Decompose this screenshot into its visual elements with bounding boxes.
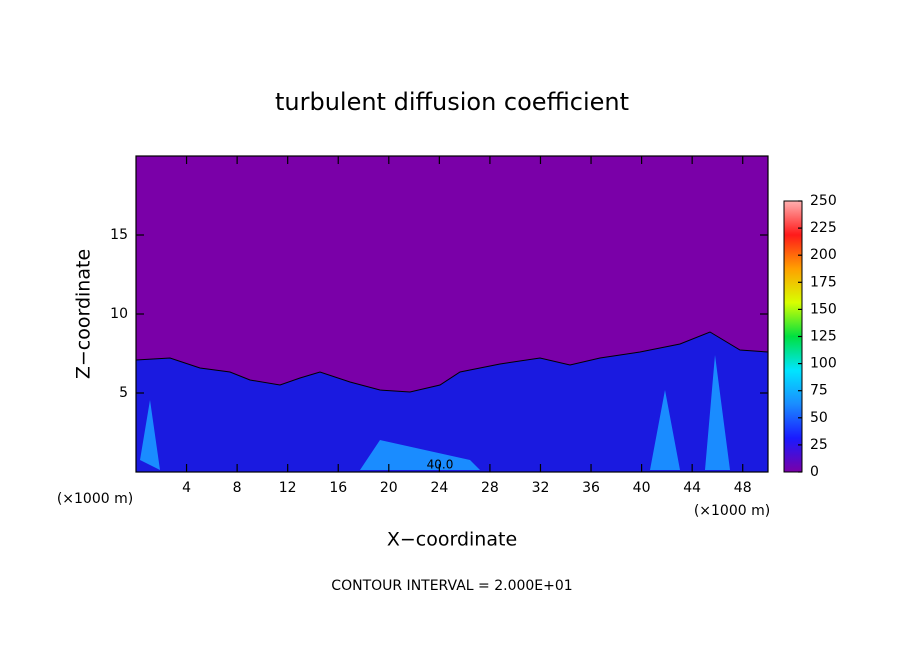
colorbar-tick-label: 175 (810, 274, 837, 290)
x-tick-label: 4 (182, 480, 191, 496)
plot-area: 40.0 (135, 155, 769, 473)
y-tick-label: 15 (110, 227, 128, 243)
y-tick-label: 5 (119, 385, 128, 401)
x-unit-left: (×1000 m) (57, 491, 133, 507)
x-tick-label: 32 (532, 480, 550, 496)
x-tick-label: 20 (380, 480, 398, 496)
x-tick-label: 8 (233, 480, 242, 496)
colorbar-tick-label: 125 (810, 329, 837, 345)
footnote: CONTOUR INTERVAL = 2.000E+01 (331, 578, 572, 594)
colorbar-tick-label: 0 (810, 464, 819, 480)
x-tick-label: 16 (329, 480, 347, 496)
colorbar-tick-label: 225 (810, 220, 837, 236)
colorbar-tick-label: 75 (810, 383, 828, 399)
x-tick-label: 36 (582, 480, 600, 496)
colorbar-tick-label: 200 (810, 247, 837, 263)
colorbar-tick-label: 50 (810, 410, 828, 426)
x-tick-label: 28 (481, 480, 499, 496)
colorbar-tick-label: 250 (810, 193, 837, 209)
field-region (140, 355, 730, 470)
x-unit-right: (×1000 m) (694, 503, 770, 519)
x-tick-label: 24 (430, 480, 448, 496)
y-tick-label: 10 (110, 306, 128, 322)
colorbar-tick-label: 150 (810, 301, 837, 317)
x-tick-label: 48 (734, 480, 752, 496)
chart-title: turbulent diffusion coefficient (275, 88, 629, 116)
x-tick-label: 44 (683, 480, 701, 496)
x-tick-label: 40 (633, 480, 651, 496)
contour-label: 40.0 (427, 458, 454, 472)
colorbar-tick-label: 100 (810, 356, 837, 372)
colorbar-tick-label: 25 (810, 437, 828, 453)
y-axis-label: Z−coordinate (73, 249, 95, 379)
x-axis-label: X−coordinate (387, 529, 517, 551)
x-tick-label: 12 (279, 480, 297, 496)
field-region (135, 331, 769, 473)
